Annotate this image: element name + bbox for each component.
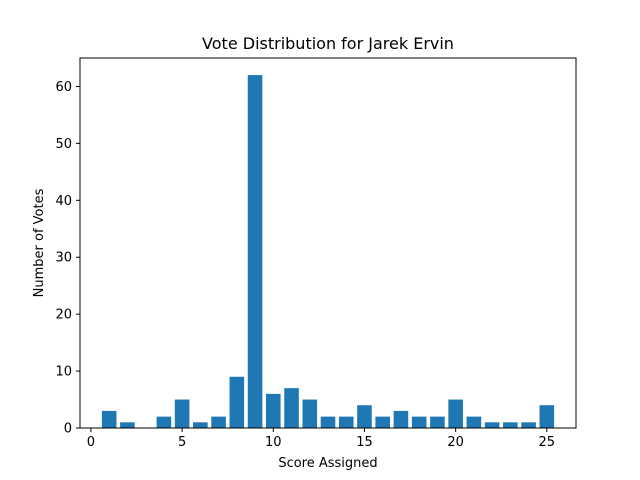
- x-tick-label: 15: [356, 435, 373, 450]
- y-tick-label: 0: [64, 422, 72, 437]
- bar-score-13: [320, 416, 336, 428]
- bar-score-21: [466, 416, 482, 428]
- bar-score-17: [393, 410, 409, 428]
- y-tick-label: 50: [55, 137, 72, 152]
- bar-score-10: [266, 393, 281, 428]
- bar-score-4: [156, 416, 172, 428]
- bar-score-6: [193, 422, 208, 428]
- bar-score-12: [302, 399, 318, 428]
- y-ticks-group: 0 10 20 30 40 50 60: [55, 80, 80, 437]
- y-tick-label: 30: [55, 251, 72, 266]
- bar-score-23: [503, 422, 518, 428]
- bar-score-22: [484, 422, 500, 428]
- chart-title: Vote Distribution for Jarek Ervin: [202, 34, 454, 53]
- bar-score-24: [521, 422, 536, 428]
- x-tick-label: 10: [265, 435, 282, 450]
- y-tick-label: 20: [55, 308, 72, 323]
- bar-score-20: [448, 399, 463, 428]
- bar-score-5: [174, 399, 190, 428]
- x-tick-label: 20: [447, 435, 464, 450]
- bars-group: [101, 75, 555, 428]
- bar-score-7: [211, 416, 226, 428]
- bar-score-1: [101, 410, 117, 428]
- plot-frame: [79, 57, 577, 429]
- y-axis-label: Number of Votes: [32, 188, 47, 297]
- x-ticks-group: 0 5 10 15 20 25: [87, 428, 555, 450]
- y-tick-label: 60: [55, 80, 72, 95]
- bar-score-9: [247, 75, 263, 428]
- bar-score-15: [357, 405, 372, 428]
- bar-score-25: [539, 405, 555, 428]
- x-axis-label: Score Assigned: [278, 456, 377, 471]
- bar-score-14: [338, 416, 354, 428]
- bar-score-11: [284, 388, 299, 428]
- plot-area: [80, 58, 576, 428]
- bar-score-19: [430, 416, 445, 428]
- x-tick-label: 0: [87, 435, 95, 450]
- y-tick-label: 10: [55, 365, 72, 380]
- bar-score-8: [229, 376, 245, 428]
- bar-score-16: [375, 416, 390, 428]
- x-tick-label: 5: [178, 435, 186, 450]
- axes-group: [79, 57, 577, 429]
- bar-score-18: [411, 416, 427, 428]
- bar-score-2: [120, 422, 135, 428]
- y-tick-label: 40: [55, 194, 72, 209]
- x-tick-label: 25: [539, 435, 556, 450]
